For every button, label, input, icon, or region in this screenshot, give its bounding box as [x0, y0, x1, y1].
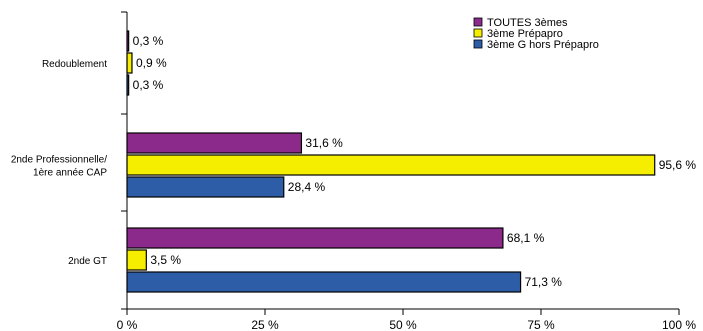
legend-swatch [473, 28, 483, 38]
bar [126, 52, 133, 74]
data-labels-group: 0,3 % 31,6 % 68,1 % 0,9 % 95,6 % 3,5 % 0,3 % 28… [133, 34, 697, 289]
category-label-line: 1ère année CAP [33, 168, 107, 179]
data-label: 0,9 % [136, 56, 167, 70]
y-ticks-group [121, 11, 127, 310]
bar [126, 227, 504, 249]
category-label-line: 2nde Professionnelle/ [11, 155, 107, 166]
data-label: 28,4 % [288, 180, 326, 194]
category-label-line: 2nde GT [68, 256, 107, 267]
category-label: Redoublement [42, 59, 107, 70]
data-label: 0,3 % [133, 78, 164, 92]
data-label: 0,3 % [133, 34, 164, 48]
data-label: 68,1 % [507, 231, 545, 245]
x-tick-label: 0 % [117, 318, 138, 331]
bar [126, 271, 522, 293]
data-label: 95,6 % [659, 158, 697, 172]
category-label: 2nde GT [68, 256, 107, 267]
x-tick-label: 75 % [527, 318, 555, 331]
category-label: 2nde Professionnelle/1ère année CAP [11, 155, 108, 179]
legend-label: 3ème Prépapro [487, 28, 563, 40]
legend-swatch [473, 39, 483, 49]
x-tick-label: 100 % [662, 318, 696, 331]
bar [126, 154, 656, 176]
bars-group [126, 30, 656, 293]
x-ticks-group: 0 % 25 % 50 % 75 % 100 % [117, 309, 696, 331]
data-label: 71,3 % [525, 275, 563, 289]
x-tick-label: 50 % [389, 318, 417, 331]
data-label: 3,5 % [150, 253, 181, 267]
x-tick-label: 25 % [251, 318, 279, 331]
data-label: 31,6 % [305, 136, 343, 150]
legend-swatch [473, 17, 483, 27]
legend-label: 3ème G hors Prépapro [487, 39, 599, 51]
bar [126, 249, 147, 271]
bar [126, 132, 303, 154]
legend-label: TOUTES 3èmes [487, 17, 568, 29]
category-labels-group: Redoublement 2nde Professionnelle/1ère an… [11, 59, 108, 267]
bar [126, 176, 285, 198]
category-label-line: Redoublement [42, 59, 107, 70]
